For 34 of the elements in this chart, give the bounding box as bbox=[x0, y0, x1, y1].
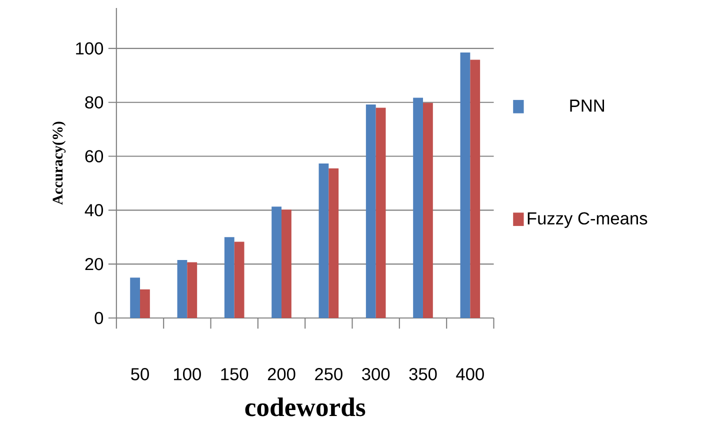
bar bbox=[423, 102, 433, 318]
y-tick-label: 40 bbox=[84, 204, 104, 216]
y-tick-label: 0 bbox=[94, 312, 104, 324]
bar bbox=[234, 242, 244, 318]
y-tick-label: 20 bbox=[85, 258, 104, 270]
y-tick-label: 60 bbox=[85, 150, 104, 162]
bar bbox=[318, 164, 329, 318]
x-tick-label: 350 bbox=[409, 368, 437, 380]
bar bbox=[328, 168, 339, 318]
x-tick-label: 50 bbox=[131, 368, 149, 380]
legend-label: Fuzzy C-means bbox=[528, 212, 648, 228]
y-tick-label: 80 bbox=[85, 96, 104, 108]
x-axis-title: codewords bbox=[245, 397, 366, 416]
bar bbox=[140, 289, 150, 318]
bar bbox=[272, 206, 282, 318]
x-tick-label: 200 bbox=[268, 368, 296, 380]
y-axis-title: Accuracy(%) bbox=[52, 122, 66, 205]
x-tick-label: 250 bbox=[315, 368, 342, 380]
text: PNN bbox=[570, 100, 604, 112]
bar bbox=[282, 210, 292, 318]
bar bbox=[470, 60, 480, 318]
bar bbox=[366, 104, 376, 318]
bar bbox=[413, 98, 424, 318]
bar bbox=[376, 108, 386, 318]
bar bbox=[177, 260, 188, 318]
bar bbox=[460, 52, 470, 318]
x-tick-label: 100 bbox=[174, 368, 201, 380]
x-tick-label: 150 bbox=[221, 368, 248, 380]
x-tick-label: 400 bbox=[456, 368, 484, 380]
bar bbox=[224, 237, 234, 318]
x-tick-label: 300 bbox=[362, 368, 390, 380]
y-tick-label: 100 bbox=[76, 42, 104, 55]
bar bbox=[187, 262, 198, 318]
bar bbox=[130, 278, 140, 318]
